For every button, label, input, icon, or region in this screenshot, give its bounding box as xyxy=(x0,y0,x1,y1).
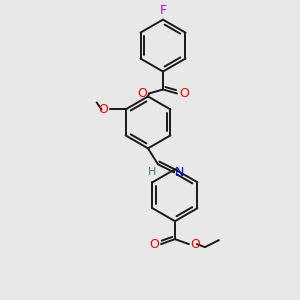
Text: N: N xyxy=(175,166,184,179)
Text: O: O xyxy=(99,103,109,116)
Text: O: O xyxy=(149,238,159,250)
Text: H: H xyxy=(148,167,156,177)
Text: O: O xyxy=(137,87,147,100)
Text: O: O xyxy=(190,238,200,250)
Text: F: F xyxy=(159,4,167,16)
Text: O: O xyxy=(179,87,189,100)
